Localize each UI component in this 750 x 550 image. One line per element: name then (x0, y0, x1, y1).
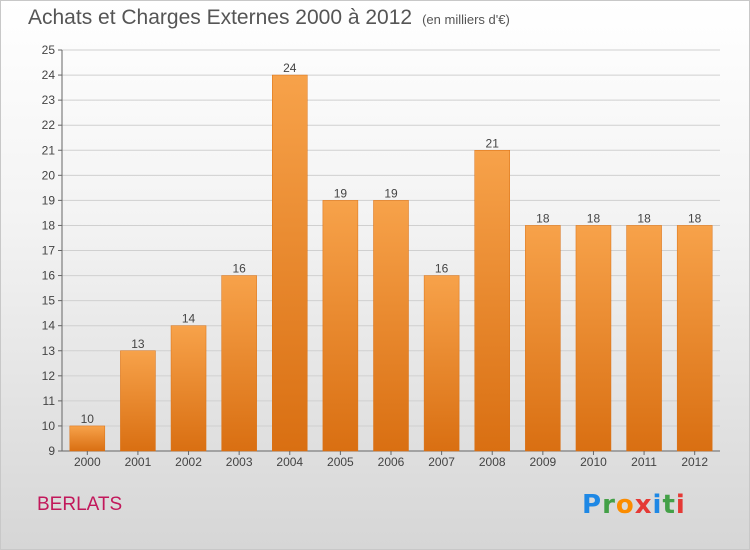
y-tick-label: 10 (42, 419, 56, 433)
data-label: 18 (587, 211, 601, 225)
x-tick-label: 2000 (74, 455, 101, 469)
x-tick-label: 2011 (631, 455, 657, 469)
y-tick-label: 21 (42, 143, 56, 157)
y-tick-label: 13 (42, 344, 56, 358)
logo-letter: i (675, 490, 686, 520)
y-tick-label: 18 (42, 218, 56, 232)
y-tick-label: 15 (42, 294, 56, 308)
y-tick-label: 25 (42, 43, 56, 57)
data-label: 19 (384, 186, 398, 200)
logo-letter: t (662, 490, 676, 520)
y-tick-label: 24 (42, 68, 56, 82)
bar (676, 225, 713, 452)
bar (474, 150, 510, 452)
data-label: 16 (435, 262, 449, 276)
bar (423, 275, 460, 452)
chart-title-text: Achats et Charges Externes 2000 à 2012 (28, 6, 413, 29)
y-tick-label: 9 (48, 444, 55, 458)
y-tick-label: 12 (42, 369, 56, 383)
data-label: 13 (131, 337, 145, 351)
x-tick-label: 2010 (580, 455, 607, 469)
y-tick-label: 11 (43, 394, 56, 408)
x-tick-label: 2002 (175, 455, 202, 469)
data-label: 24 (283, 61, 297, 75)
logo-letter: P (582, 490, 603, 520)
data-label: 19 (334, 186, 348, 200)
x-tick-label: 2006 (378, 455, 405, 469)
bar (170, 325, 207, 452)
bar (373, 200, 409, 452)
bar (525, 225, 561, 452)
x-tick-label: 2003 (226, 455, 253, 469)
x-tick-label: 2004 (276, 455, 303, 469)
x-tick-label: 2007 (428, 455, 455, 469)
bar (626, 225, 662, 452)
data-label: 10 (81, 412, 95, 426)
proxiti-logo: Proxiti (582, 490, 686, 520)
data-label: 18 (688, 211, 702, 225)
x-tick-label: 2012 (681, 455, 708, 469)
y-tick-label: 17 (42, 244, 56, 258)
bar (221, 275, 257, 452)
x-tick-label: 2008 (479, 455, 506, 469)
bar (322, 200, 359, 452)
commune-name: BERLATS (37, 494, 123, 515)
logo-letter: o (615, 490, 635, 520)
data-label: 18 (637, 211, 651, 225)
y-tick-label: 23 (42, 93, 56, 107)
x-tick-label: 2005 (327, 455, 354, 469)
y-tick-label: 16 (42, 269, 56, 283)
bar (120, 350, 156, 452)
y-tick-label: 20 (42, 168, 56, 182)
data-label: 21 (486, 136, 500, 150)
logo-letter: x (634, 490, 653, 520)
logo-letter: i (652, 490, 663, 520)
bar (69, 425, 106, 452)
logo-letter: r (602, 490, 616, 520)
x-tick-label: 2009 (529, 455, 556, 469)
chart-title-unit: (en milliers d'€) (422, 12, 510, 27)
y-tick-label: 19 (42, 193, 56, 207)
bar (575, 225, 612, 452)
data-label: 18 (536, 211, 550, 225)
y-tick-label: 14 (42, 319, 56, 333)
data-label: 16 (232, 262, 246, 276)
data-label: 14 (182, 312, 196, 326)
bar (272, 74, 308, 452)
x-tick-label: 2001 (125, 455, 152, 469)
y-tick-label: 22 (42, 118, 56, 132)
chart-title: Achats et Charges Externes 2000 à 2012 (e… (28, 6, 510, 30)
